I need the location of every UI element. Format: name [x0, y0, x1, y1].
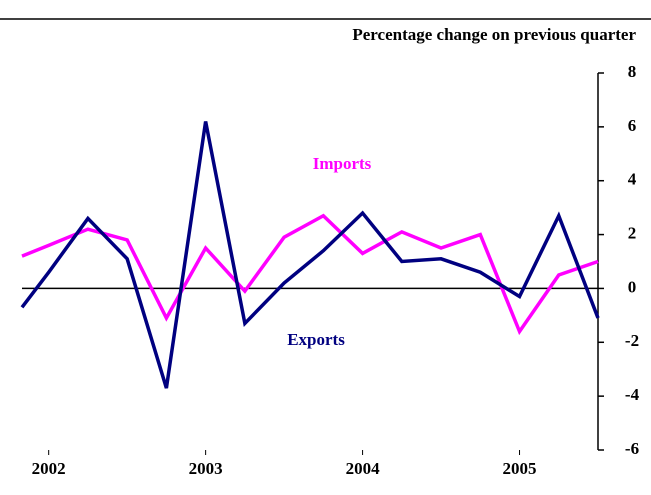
y-tick-label: -2: [625, 331, 639, 350]
series-line: [20, 121, 600, 389]
series-line: [21, 213, 599, 336]
y-tick-label: -4: [625, 385, 640, 404]
series-label: Imports: [313, 154, 372, 173]
x-tick-label: 2002: [32, 459, 66, 478]
chart-subtitle: Percentage change on previous quarter: [352, 25, 636, 44]
y-tick-label: -6: [625, 439, 639, 458]
x-tick-label: 2005: [503, 459, 537, 478]
series-label: Exports: [287, 330, 345, 349]
y-tick-label: 8: [628, 62, 637, 81]
y-tick-label: 6: [628, 116, 637, 135]
y-tick-label: 4: [628, 170, 637, 189]
x-tick-label: 2004: [346, 459, 381, 478]
y-tick-label: 0: [628, 277, 637, 296]
y-tick-label: 2: [628, 223, 637, 242]
x-tick-label: 2003: [189, 459, 223, 478]
